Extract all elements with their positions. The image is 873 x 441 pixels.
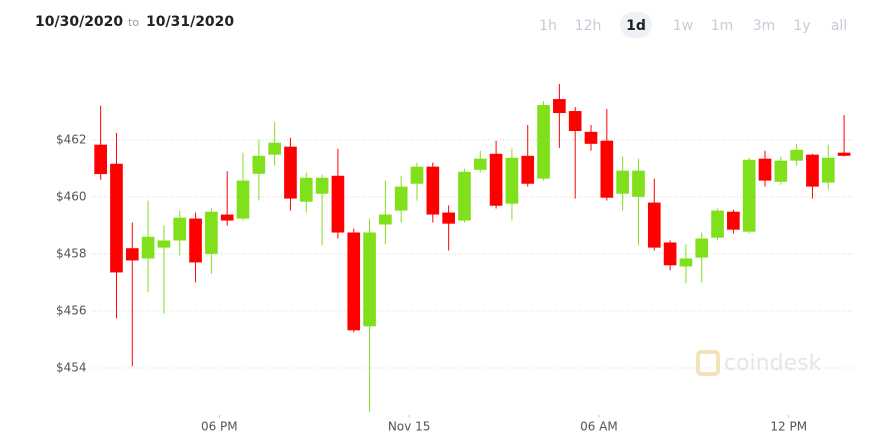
range-button[interactable]: 1h [539,18,557,34]
candle-body [268,142,281,155]
candle-body [663,242,677,266]
candle-body [647,202,661,248]
watermark-text: coindesk [724,351,822,376]
candle-body [790,149,803,161]
candle-body [821,157,835,183]
candle-body [695,238,709,258]
candle-body [315,177,329,194]
candle-body [205,211,218,254]
candle-body [284,146,297,199]
candle-body [679,258,693,267]
to-word: to [128,16,139,29]
candle-body [727,211,740,230]
candle-body [410,166,424,184]
candle-body [252,155,266,174]
range-button[interactable]: 3m [753,18,776,34]
range-selected-bg [620,12,652,38]
candle-body [94,144,107,175]
candle-body [141,236,155,259]
y-tick-label: $458 [56,246,87,260]
candle-body [220,214,234,221]
range-button[interactable]: 1y [793,18,810,34]
candle-body [568,111,582,131]
candle-body [553,99,566,114]
range-button[interactable]: 12h [575,18,602,34]
candle-body [347,232,361,331]
candle-body [584,131,598,144]
y-tick-label: $462 [56,132,87,146]
candle-body [394,186,408,211]
candle-body [711,210,724,238]
watermark: coindesk [696,350,822,376]
candle-body [806,154,819,187]
y-tick-label: $460 [56,189,87,203]
range-button[interactable]: 1m [711,18,734,34]
candle-body [632,170,645,197]
candle-body [110,163,123,273]
y-tick-label: $454 [56,360,87,374]
to-date: 10/31/2020 [146,14,234,30]
candle-body [521,155,535,184]
candle-body [489,153,503,206]
candle-body [616,170,629,194]
candle-body [331,175,345,233]
candle-body [299,177,313,202]
candle-body [600,140,614,198]
candle-body [458,171,471,221]
y-tick-label: $456 [56,303,87,317]
candle-body [537,105,550,179]
candle-body [442,212,455,224]
x-tick-label: Nov 15 [388,420,431,434]
candle-body [505,157,519,204]
candle-body [189,218,202,263]
candle-body [473,158,487,170]
candle-body [157,240,171,248]
candle-body [837,152,851,156]
candle-body [758,158,772,181]
candle-body [379,214,392,225]
x-tick-label: 06 PM [201,420,238,434]
candle-body [125,248,139,261]
range-button[interactable]: 1d [626,18,646,34]
candle-body [173,217,187,241]
candle-body [426,166,440,215]
candle-body [236,180,250,219]
candle-body [742,159,756,232]
range-button[interactable]: 1w [673,18,693,34]
candle-body [774,160,788,182]
range-button[interactable]: all [831,18,847,34]
candle-body [363,232,376,327]
from-date: 10/30/2020 [35,14,123,30]
x-tick-label: 06 AM [580,420,618,434]
x-tick-label: 12 PM [770,420,807,434]
